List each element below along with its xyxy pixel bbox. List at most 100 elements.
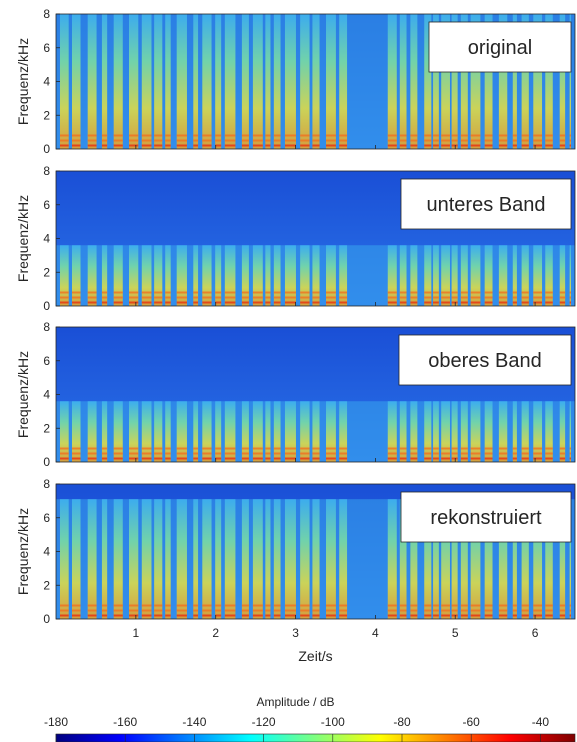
harmonic-line [326, 296, 336, 299]
harmonic-line [265, 134, 271, 137]
harmonic-line [441, 291, 450, 294]
harmonic-line [59, 604, 69, 607]
voiced-segment [326, 14, 336, 149]
harmonic-line [165, 291, 171, 294]
harmonic-line [101, 134, 108, 137]
voiced-segment [265, 401, 271, 462]
y-tick-label: 8 [43, 7, 50, 21]
x-tick-label: 4 [372, 626, 379, 640]
voiced-segment [284, 14, 296, 149]
harmonic-line [470, 604, 481, 607]
harmonic-line [59, 609, 69, 612]
y-axis-label: Frequenz/kHz [15, 508, 31, 595]
harmonic-line [433, 609, 439, 612]
harmonic-line [460, 144, 468, 147]
voiced-segment [193, 499, 199, 619]
harmonic-line [484, 301, 493, 304]
voiced-segment [312, 14, 320, 149]
y-tick-label: 4 [43, 388, 50, 402]
harmonic-line [265, 609, 271, 612]
harmonic-line [339, 301, 348, 304]
voiced-segment [339, 499, 348, 619]
harmonic-line [113, 457, 123, 460]
harmonic-line [176, 614, 187, 617]
harmonic-line [451, 609, 458, 612]
harmonic-line [460, 134, 468, 137]
harmonic-line [265, 139, 271, 142]
voiced-segment [273, 499, 281, 619]
harmonic-line [498, 604, 508, 607]
harmonic-line [387, 301, 397, 304]
harmonic-line [545, 614, 553, 617]
voiced-segment [533, 245, 543, 306]
harmonic-line [387, 134, 397, 137]
voiced-segment [154, 14, 163, 149]
harmonic-line [433, 291, 439, 294]
harmonic-line [284, 604, 296, 607]
harmonic-line [202, 139, 212, 142]
harmonic-line [71, 604, 81, 607]
voiced-segment [128, 14, 139, 149]
voiced-segment [87, 499, 97, 619]
harmonic-line [512, 134, 517, 137]
legend-box [398, 334, 572, 386]
voiced-segment [569, 401, 572, 462]
harmonic-line [484, 457, 493, 460]
harmonic-line [387, 614, 397, 617]
voiced-segment [460, 499, 468, 619]
harmonic-line [410, 139, 418, 142]
harmonic-line [484, 609, 493, 612]
voiced-segment [498, 14, 508, 149]
harmonic-line [113, 447, 123, 450]
harmonic-line [141, 291, 152, 294]
harmonic-line [498, 614, 508, 617]
harmonic-line [512, 301, 517, 304]
harmonic-line [470, 139, 481, 142]
harmonic-line [545, 144, 553, 147]
harmonic-line [165, 609, 171, 612]
harmonic-line [113, 614, 123, 617]
voiced-segment [176, 14, 187, 149]
harmonic-line [265, 296, 271, 299]
harmonic-line [399, 447, 407, 450]
harmonic-line [484, 447, 493, 450]
voiced-segment [433, 499, 439, 619]
voiced-segment [193, 245, 199, 306]
harmonic-line [569, 614, 572, 617]
harmonic-line [410, 447, 418, 450]
harmonic-line [441, 301, 450, 304]
voiced-segment [484, 245, 493, 306]
voiced-segment [460, 245, 468, 306]
voiced-segment [165, 401, 171, 462]
harmonic-line [387, 457, 397, 460]
voiced-segment [284, 499, 296, 619]
voiced-segment [59, 14, 69, 149]
harmonic-line [559, 296, 566, 299]
harmonic-line [273, 291, 281, 294]
harmonic-line [215, 139, 222, 142]
harmonic-line [265, 447, 271, 450]
harmonic-line [387, 604, 397, 607]
harmonic-line [312, 139, 320, 142]
harmonic-line [154, 447, 163, 450]
voiced-segment [326, 401, 336, 462]
spectrogram-panel: 0 2 4 6 8 Frequenz/kHz original [15, 7, 576, 156]
harmonic-line [265, 614, 271, 617]
voiced-segment [387, 499, 397, 619]
harmonic-line [101, 291, 108, 294]
harmonic-line [241, 452, 249, 455]
harmonic-line [202, 609, 212, 612]
harmonic-line [569, 134, 572, 137]
harmonic-line [113, 134, 123, 137]
voiced-segment [59, 401, 69, 462]
y-tick-label: 6 [43, 511, 50, 525]
voiced-segment [484, 401, 493, 462]
harmonic-line [202, 447, 212, 450]
harmonic-line [215, 144, 222, 147]
harmonic-line [498, 447, 508, 450]
harmonic-line [339, 604, 348, 607]
harmonic-line [165, 296, 171, 299]
legend-label: rekonstruiert [430, 507, 542, 529]
harmonic-line [387, 447, 397, 450]
harmonic-line [512, 604, 517, 607]
